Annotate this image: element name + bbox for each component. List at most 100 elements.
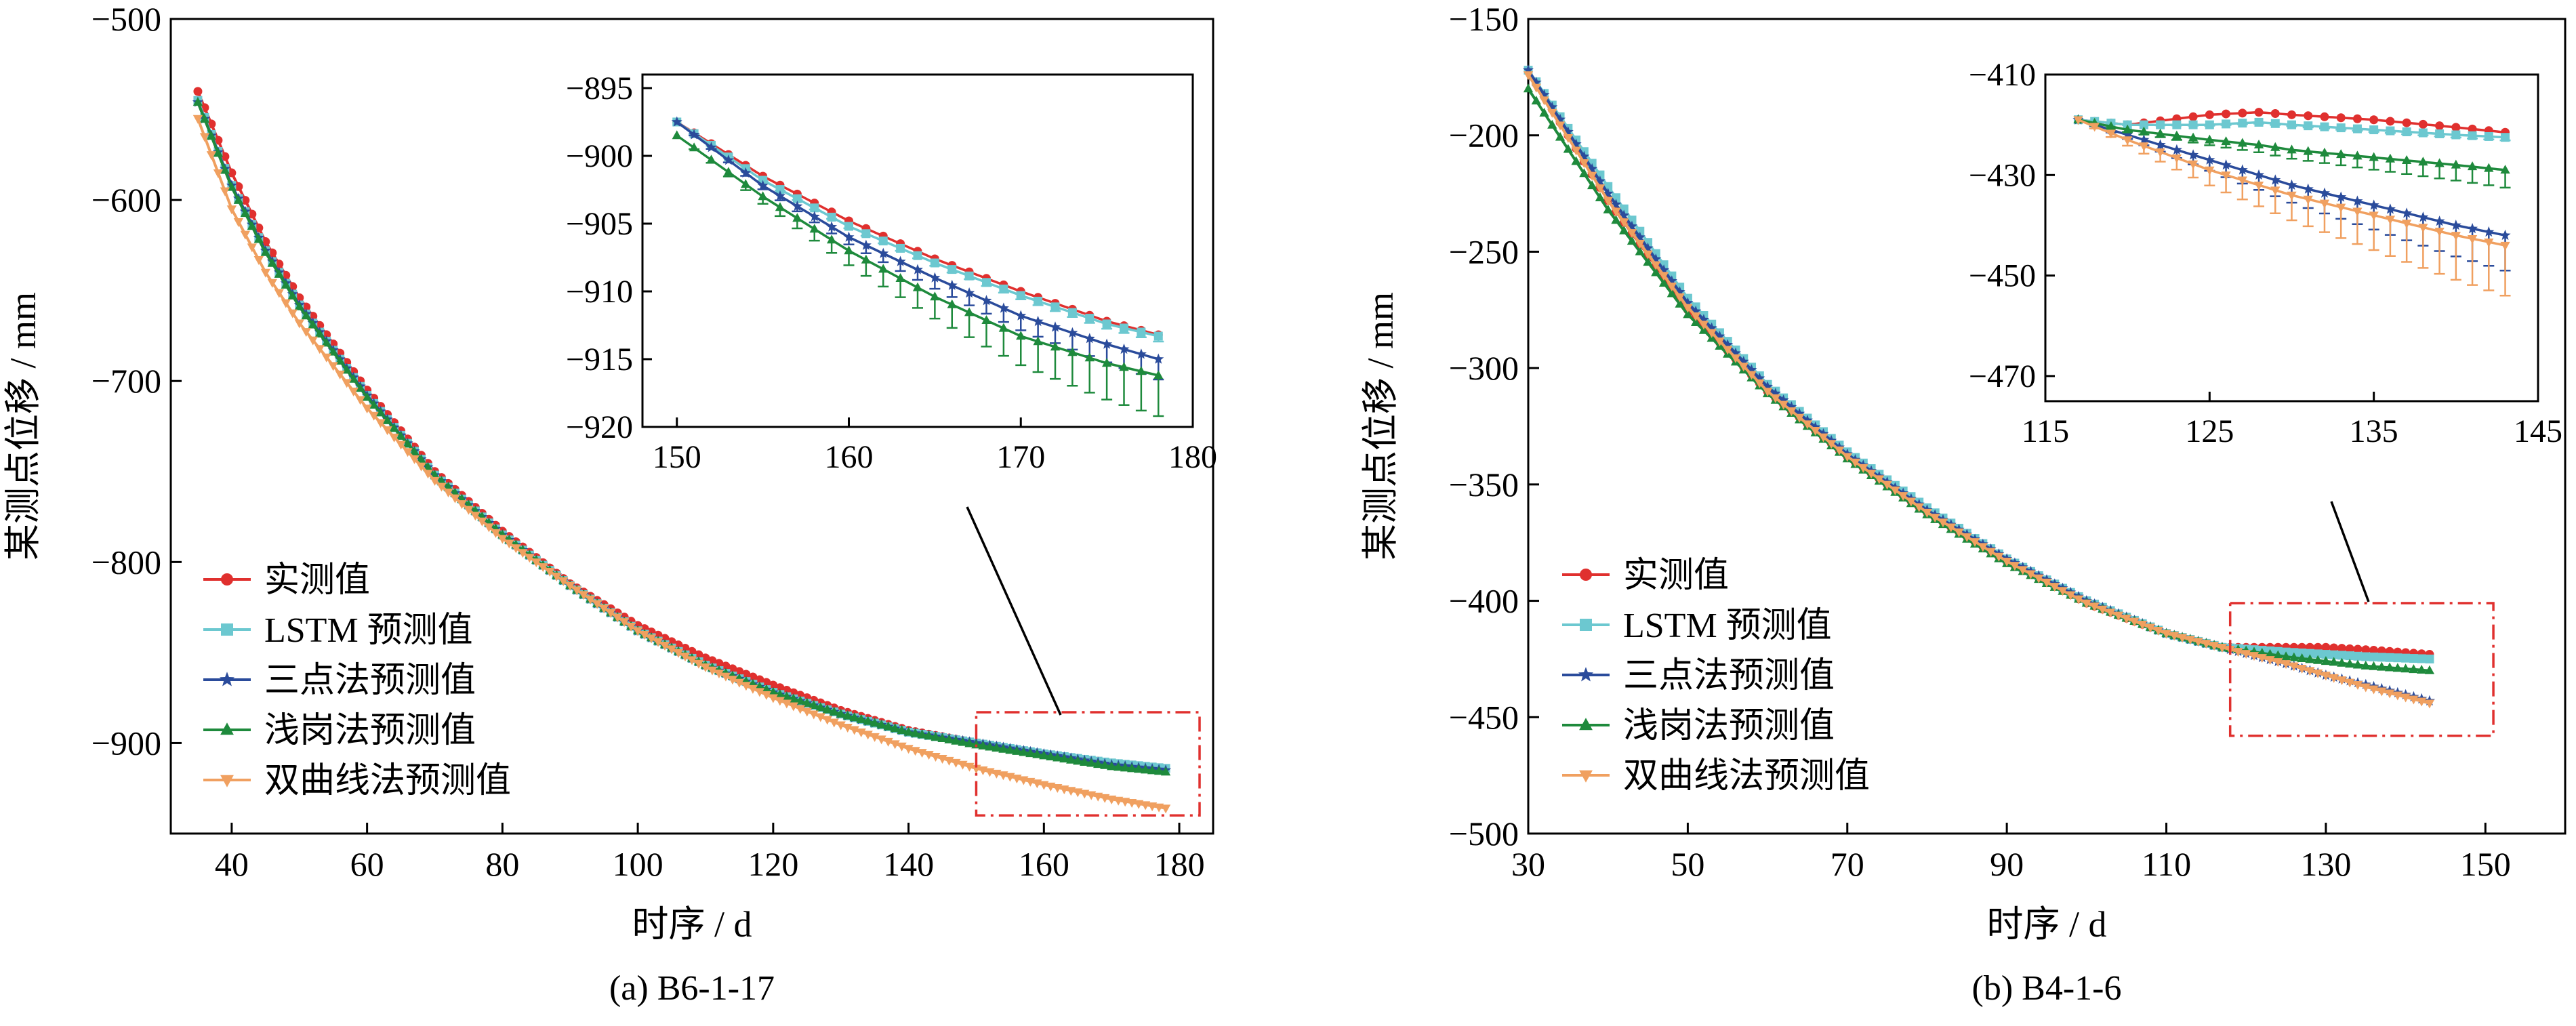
inset-series-point: [2369, 211, 2379, 221]
series-point: [1080, 756, 1090, 766]
series-point: [1794, 408, 1805, 419]
inset-series-point: [2171, 154, 2182, 163]
inset-series-point: [2401, 207, 2413, 218]
series-point: [876, 719, 886, 729]
y-tick-label: −900: [91, 724, 161, 762]
series-point: [2009, 562, 2020, 571]
series-point: [321, 337, 331, 347]
inset-series-point: [2385, 153, 2396, 163]
series-point: [2409, 664, 2419, 674]
series-point: [1890, 486, 1900, 495]
series-point: [754, 688, 765, 697]
inset-x-tick-label: 150: [653, 439, 701, 475]
series-point: [1801, 415, 1813, 426]
inset-x-tick-label: 180: [1168, 439, 1217, 475]
series-point: [1642, 242, 1654, 253]
y-tick-label: −350: [1449, 466, 1519, 504]
series-point: [1651, 261, 1661, 270]
series-point: [1651, 267, 1661, 276]
series-point: [2265, 649, 2275, 658]
series-point: [1682, 297, 1694, 308]
zoom-highlight-box: [2228, 602, 2495, 737]
inset-series-point: [741, 179, 751, 188]
series-point: [991, 743, 1002, 752]
series-point: [680, 653, 691, 662]
series-point: [2273, 650, 2283, 659]
inset-series-point: [2270, 186, 2281, 196]
legend-marker: [1579, 718, 1593, 731]
series-point: [2313, 669, 2323, 678]
series-point: [423, 461, 433, 471]
series-point: [1906, 497, 1917, 507]
series-point: [829, 718, 839, 728]
series-point: [1882, 480, 1892, 490]
x-tick-label: 60: [350, 845, 384, 883]
series-point: [450, 494, 460, 504]
series-point: [552, 572, 562, 581]
series-point: [761, 684, 772, 693]
series-point: [1160, 804, 1171, 814]
series-point: [2145, 623, 2156, 633]
inset-series-point: [2451, 232, 2461, 241]
series-point: [2281, 651, 2291, 661]
series-point: [2241, 650, 2251, 659]
inset-y-tick-label: −410: [1969, 57, 2036, 93]
series-point: [639, 630, 650, 640]
series-point: [1153, 803, 1164, 813]
inset-series-point: [2402, 127, 2411, 137]
series-point: [761, 691, 772, 700]
inset-series-point: [2418, 119, 2428, 129]
inset-series-point: [2238, 108, 2247, 118]
series-point: [423, 470, 433, 479]
series-point: [192, 97, 203, 106]
series-point: [876, 735, 886, 745]
series-point: [362, 392, 372, 401]
series-point: [436, 476, 447, 485]
series-point: [2369, 646, 2379, 655]
inset-y-tick-label: −900: [566, 138, 633, 174]
inset-x-tick-label: 160: [825, 439, 874, 475]
series-point: [491, 529, 501, 538]
y-tick-label: −600: [91, 181, 161, 219]
inset-series-point: [809, 224, 819, 233]
x-tick-label: 70: [1831, 845, 1864, 883]
series-point: [2066, 591, 2076, 600]
series-point: [2417, 654, 2426, 663]
inset-series-point: [2237, 176, 2247, 186]
series-point: [193, 87, 203, 96]
inset-series-point: [998, 302, 1009, 313]
inset-series-point: [2434, 216, 2445, 226]
series-point: [693, 659, 704, 669]
inset-series-point: [2220, 159, 2232, 170]
series-point: [274, 289, 284, 298]
series-point: [213, 148, 224, 157]
inset-series-point: [2336, 203, 2346, 213]
inset-series-point: [878, 237, 888, 246]
series-point: [1619, 225, 1629, 234]
inset-series-point: [2320, 112, 2329, 121]
legend-marker: [220, 775, 234, 787]
inset-x-tick-label: 135: [2350, 413, 2398, 449]
inset-series-point: [844, 222, 853, 231]
inset-series-point: [878, 264, 888, 273]
y-axis-label: 某测点位移 / mm: [3, 292, 43, 560]
series-point: [1643, 257, 1653, 266]
inset-series-point: [1050, 321, 1061, 332]
series-point: [308, 336, 318, 346]
series-point: [2352, 659, 2363, 669]
series-point: [2313, 649, 2323, 659]
series-point: [856, 728, 866, 737]
inset-series-point: [2106, 129, 2117, 139]
series-point: [301, 310, 311, 320]
inset-series-point: [2435, 129, 2445, 139]
series-point: [1786, 407, 1797, 417]
series-point: [720, 672, 731, 682]
inset-series-point: [2089, 123, 2100, 132]
series-point: [2321, 650, 2331, 659]
inset-series-point: [2384, 203, 2396, 214]
legend-label: 浅岗法预测值: [264, 712, 476, 750]
series-point: [897, 724, 907, 734]
series-point: [1627, 220, 1637, 231]
series-point: [206, 131, 217, 140]
